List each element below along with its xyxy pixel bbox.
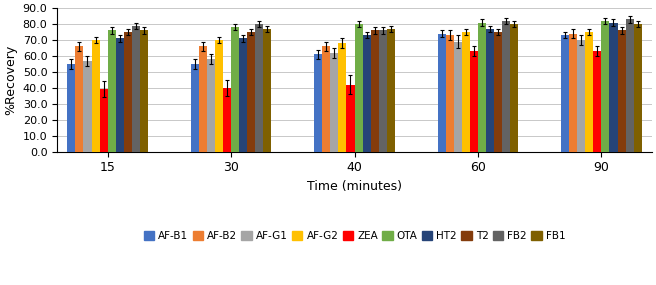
- Bar: [445, 35, 454, 152]
- Bar: [124, 32, 132, 152]
- Bar: [379, 30, 387, 152]
- Bar: [494, 32, 502, 152]
- Bar: [314, 54, 322, 152]
- Bar: [626, 19, 634, 152]
- Bar: [617, 30, 626, 152]
- Bar: [231, 27, 239, 152]
- Bar: [478, 23, 486, 152]
- Bar: [264, 29, 272, 152]
- Bar: [561, 35, 569, 152]
- Bar: [346, 85, 354, 152]
- Bar: [140, 30, 148, 152]
- Bar: [585, 32, 593, 152]
- Y-axis label: %Recovery: %Recovery: [4, 45, 17, 115]
- Bar: [191, 64, 199, 152]
- Bar: [462, 32, 470, 152]
- Bar: [502, 21, 510, 152]
- Bar: [199, 46, 207, 152]
- Bar: [207, 59, 215, 152]
- Bar: [132, 26, 140, 152]
- Bar: [438, 34, 445, 152]
- Bar: [510, 24, 518, 152]
- Bar: [593, 51, 602, 152]
- Bar: [223, 88, 231, 152]
- Bar: [247, 32, 255, 152]
- Bar: [634, 24, 642, 152]
- Bar: [454, 42, 462, 152]
- Bar: [602, 21, 609, 152]
- Bar: [338, 43, 346, 152]
- Bar: [239, 38, 247, 152]
- Bar: [68, 64, 75, 152]
- Legend: AF-B1, AF-B2, AF-G1, AF-G2, ZEA, OTA, HT2, T2, FB2, FB1: AF-B1, AF-B2, AF-G1, AF-G2, ZEA, OTA, HT…: [144, 231, 565, 241]
- Bar: [100, 89, 108, 152]
- Bar: [330, 53, 338, 152]
- Bar: [609, 23, 617, 152]
- Bar: [470, 51, 478, 152]
- Bar: [215, 40, 223, 152]
- Bar: [322, 46, 330, 152]
- Bar: [108, 30, 115, 152]
- Bar: [387, 29, 395, 152]
- Bar: [115, 38, 124, 152]
- Bar: [577, 40, 585, 152]
- Bar: [75, 46, 83, 152]
- Bar: [354, 24, 363, 152]
- Bar: [371, 30, 379, 152]
- Bar: [92, 40, 100, 152]
- X-axis label: Time (minutes): Time (minutes): [307, 180, 402, 193]
- Bar: [83, 61, 92, 152]
- Bar: [255, 24, 264, 152]
- Bar: [569, 34, 577, 152]
- Bar: [486, 29, 494, 152]
- Bar: [363, 35, 371, 152]
